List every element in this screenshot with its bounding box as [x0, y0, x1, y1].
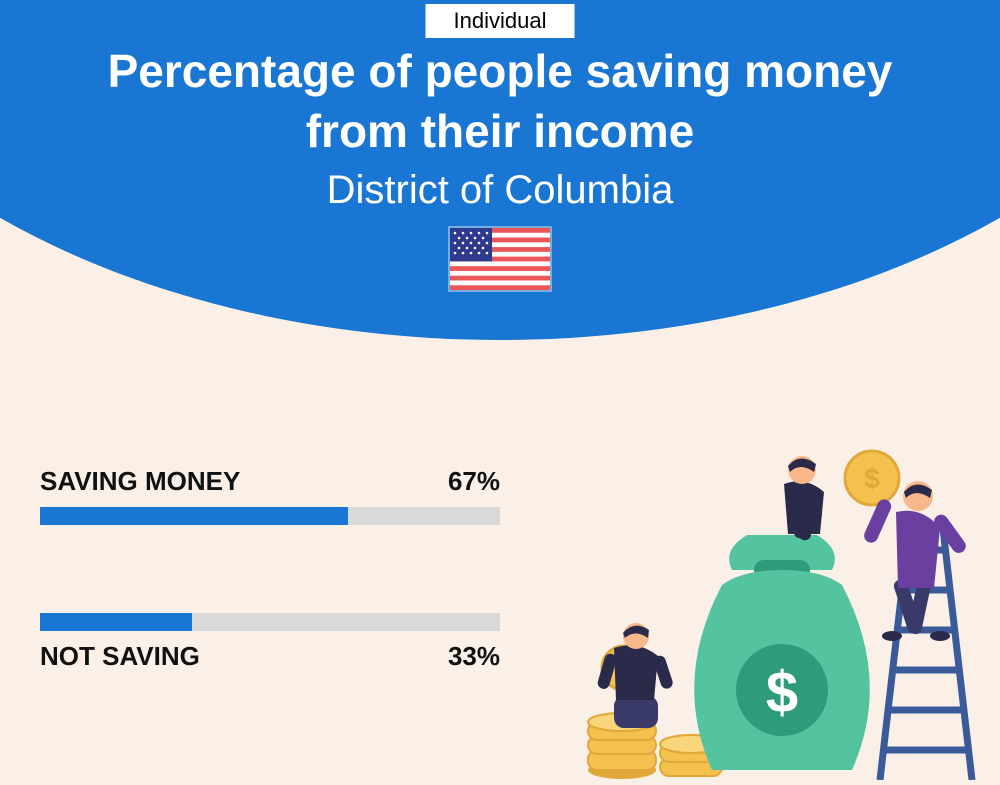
bar-row-saving: SAVING MONEY 67%: [40, 466, 500, 525]
bar-value: 67%: [448, 466, 500, 497]
savings-illustration: $ $: [562, 440, 992, 780]
bar-track: [40, 613, 500, 631]
person-top-icon: [784, 456, 824, 542]
category-badge: Individual: [426, 4, 575, 38]
subtitle-region: District of Columbia: [0, 168, 1000, 213]
title-block: Percentage of people saving money from t…: [0, 42, 1000, 213]
money-bag-icon: $: [694, 535, 870, 770]
person-sitting-icon: $: [596, 623, 674, 728]
title-line-2: from their income: [0, 102, 1000, 162]
bar-value: 33%: [448, 641, 500, 672]
bar-label: SAVING MONEY: [40, 466, 240, 497]
bar-fill: [40, 507, 348, 525]
bar-chart: SAVING MONEY 67% NOT SAVING 33%: [40, 466, 500, 760]
bar-label: NOT SAVING: [40, 641, 200, 672]
svg-text:$: $: [864, 463, 880, 494]
bar-fill: [40, 613, 192, 631]
title-line-1: Percentage of people saving money: [0, 42, 1000, 102]
bar-row-not-saving: NOT SAVING 33%: [40, 613, 500, 672]
svg-text:$: $: [766, 660, 798, 725]
bar-track: [40, 507, 500, 525]
us-flag-icon: [450, 228, 550, 290]
